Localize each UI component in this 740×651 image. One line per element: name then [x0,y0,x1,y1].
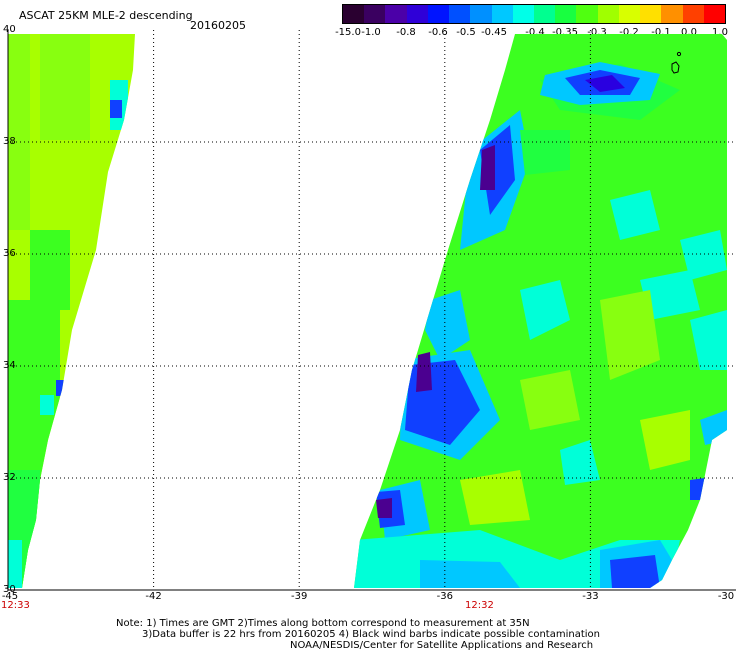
legend-tick-label: -0.4 [525,27,545,38]
legend-color-block [661,5,683,23]
legend-color-block [555,5,577,23]
latitude-tick-label: 38 [3,136,16,147]
legend-color-block [427,5,450,23]
latitude-tick-label: 32 [3,472,16,483]
legend-color-block [618,5,641,23]
legend-tick-label: 0.0 [681,27,697,38]
header-title: ASCAT 25KM MLE-2 descending [19,9,193,22]
legend-color-block [491,5,513,23]
legend-color-block [364,5,386,23]
latitude-tick-label: 36 [3,248,16,259]
footer-note-line1: Note: 1) Times are GMT 2)Times along bot… [116,618,530,629]
legend-tick-label: -0.5 [456,27,476,38]
legend-color-block [512,5,534,23]
legend-color-block [343,5,365,23]
legend-tick-label: -1.0 [361,27,381,38]
island-outline-icon [671,51,682,74]
left-swath [8,34,135,588]
latitude-tick-label: 34 [3,360,16,371]
right-swath [354,34,727,588]
legend-tick-label: -0.3 [587,27,607,38]
legend-tick-label: -0.6 [428,27,448,38]
legend-tick-label: -0.2 [619,27,639,38]
map-frame [7,30,736,591]
legend-color-block [449,5,471,23]
color-legend-bar [342,4,726,24]
legend-color-block [597,5,619,23]
footer-note-line2: 3)Data buffer is 22 hrs from 20160205 4)… [142,629,600,640]
legend-tick-label: -0.45 [481,27,507,38]
legend-color-block [406,5,428,23]
longitude-tick-label: -39 [291,591,308,602]
legend-color-block [640,5,662,23]
longitude-tick-label: -30 [717,591,735,602]
wind-swaths [8,34,727,588]
header-date: 20160205 [190,19,246,32]
longitude-tick-label: -42 [145,591,162,602]
longitude-tick-label: -45 [1,591,19,602]
legend-tick-label: -0.8 [396,27,416,38]
legend-color-block [385,5,407,23]
legend-color-block [576,5,598,23]
legend-tick-label: 1.0 [712,27,728,38]
legend-color-block [533,5,556,23]
legend-color-block [703,5,725,23]
legend-color-block [470,5,492,23]
legend-tick-label: -0.35 [552,27,578,38]
footer-credit: NOAA/NESDIS/Center for Satellite Applica… [290,640,594,651]
swath-time-left: 12:33 [1,600,30,611]
legend-tick-label: -15.0 [335,27,361,38]
latitude-tick-label: 30 [3,584,16,595]
legend-tick-label: -0.1 [651,27,671,38]
latitude-tick-label: 40 [3,24,16,35]
swath-time-right: 12:32 [465,600,494,611]
lat-lon-grid [8,30,736,590]
longitude-tick-label: -33 [582,591,599,602]
longitude-tick-label: -36 [436,591,453,602]
legend-color-block [682,5,704,23]
